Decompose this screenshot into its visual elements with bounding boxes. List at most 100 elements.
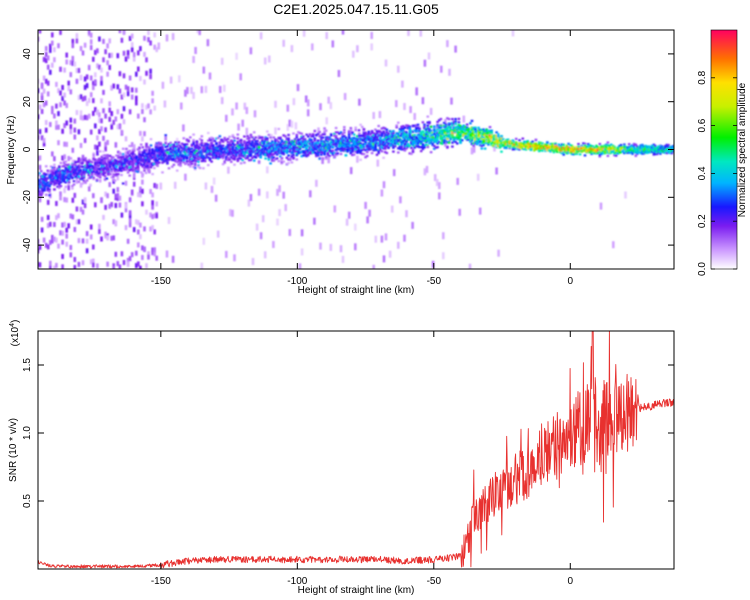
heatmap-cell — [298, 151, 302, 154]
heatmap-cell — [272, 156, 276, 159]
heatmap-cell — [446, 117, 449, 120]
heatmap-cell — [61, 85, 64, 90]
heatmap-cell — [456, 134, 459, 138]
heatmap-cell — [230, 156, 233, 159]
heatmap-cell — [177, 143, 181, 147]
heatmap-cell — [71, 187, 74, 190]
heatmap-cell — [511, 146, 515, 149]
heatmap-cell — [248, 147, 251, 150]
heatmap-cell — [415, 145, 418, 148]
heatmap-cell — [198, 153, 202, 156]
heatmap-cell — [192, 156, 195, 159]
heatmap-cell — [189, 155, 192, 159]
heatmap-cell — [48, 185, 51, 188]
heatmap-cell — [225, 151, 228, 154]
heatmap-cell — [112, 266, 115, 269]
heatmap-cell — [121, 155, 125, 158]
heatmap-cell — [83, 138, 87, 143]
heatmap-cell — [612, 241, 615, 249]
heatmap-cell — [405, 210, 408, 218]
heatmap-cell — [395, 124, 398, 127]
heatmap-cell — [442, 129, 446, 132]
heatmap-cell — [447, 122, 451, 125]
heatmap-cell — [92, 193, 95, 199]
heatmap-cell — [306, 140, 310, 143]
heatmap-cell — [243, 147, 246, 150]
heatmap-cell — [346, 140, 349, 143]
heatmap-cell — [241, 148, 244, 151]
heatmap-cell — [115, 174, 118, 177]
heatmap-cell — [395, 100, 398, 108]
heatmap-cell — [506, 142, 510, 145]
heatmap-cell — [352, 140, 356, 143]
heatmap-cell — [244, 145, 248, 148]
heatmap-cell — [174, 146, 177, 149]
heatmap-cell — [413, 129, 416, 132]
heatmap-cell — [308, 147, 312, 150]
heatmap-cell — [108, 165, 112, 168]
heatmap-cell — [508, 140, 511, 143]
heatmap-cell — [135, 163, 138, 166]
heatmap-cell — [110, 162, 113, 166]
heatmap-cell — [356, 151, 359, 154]
heatmap-cell — [102, 135, 105, 141]
heatmap-cell — [171, 149, 174, 152]
heatmap-cell — [100, 172, 104, 176]
heatmap-cell — [169, 76, 173, 84]
heatmap-cell — [531, 140, 534, 143]
heatmap-cell — [267, 133, 271, 136]
heatmap-cell — [143, 155, 146, 158]
heatmap-cell — [105, 166, 109, 169]
heatmap-cell — [43, 180, 46, 183]
heatmap-cell — [182, 137, 186, 140]
heatmap-cell — [324, 138, 328, 141]
heatmap-cell — [108, 38, 111, 44]
heatmap-cell — [397, 151, 400, 154]
heatmap-cell — [419, 141, 423, 144]
heatmap-cell — [51, 151, 54, 157]
heatmap-cell — [456, 142, 459, 145]
heatmap-cell — [216, 157, 220, 160]
heatmap-cell — [308, 138, 312, 141]
heatmap-cell — [130, 164, 133, 167]
heatmap-cell — [351, 137, 354, 140]
heatmap-cell — [54, 176, 58, 179]
heatmap-cell — [244, 149, 248, 152]
heatmap-cell — [372, 112, 375, 119]
heatmap-cell — [252, 131, 256, 134]
heatmap-cell — [288, 141, 292, 144]
heatmap-cell — [177, 147, 181, 150]
heatmap-cell — [442, 126, 446, 129]
heatmap-cell — [85, 74, 89, 80]
heatmap-cell — [410, 146, 413, 149]
heatmap-cell — [324, 144, 328, 147]
heatmap-cell — [92, 168, 95, 171]
heatmap-cell — [141, 151, 145, 154]
heatmap-cell — [501, 141, 505, 144]
heatmap-cell — [192, 149, 195, 152]
heatmap-cell — [403, 147, 407, 150]
heatmap-cell — [279, 155, 282, 158]
heatmap-cell — [49, 169, 53, 172]
heatmap-cell — [185, 147, 189, 150]
heatmap-cell — [40, 227, 44, 233]
heatmap-cell — [120, 165, 123, 168]
heatmap-cell — [511, 139, 515, 142]
heatmap-cell — [193, 162, 197, 165]
heatmap-cell — [48, 190, 51, 193]
heatmap-cell — [424, 139, 428, 142]
heatmap-cell — [423, 139, 426, 142]
heatmap-cell — [110, 156, 113, 159]
heatmap-cell — [369, 137, 372, 140]
heatmap-cell — [280, 151, 284, 154]
heatmap-cell — [341, 135, 344, 138]
heatmap-cell — [341, 255, 345, 263]
heatmap-cell — [67, 173, 71, 176]
heatmap-cell — [38, 114, 40, 120]
heatmap-cell — [79, 169, 82, 172]
heatmap-cell — [116, 261, 120, 267]
heatmap-cell — [61, 165, 64, 168]
heatmap-cell — [287, 142, 290, 145]
heatmap-cell — [130, 142, 134, 148]
heatmap-cell — [144, 171, 148, 174]
